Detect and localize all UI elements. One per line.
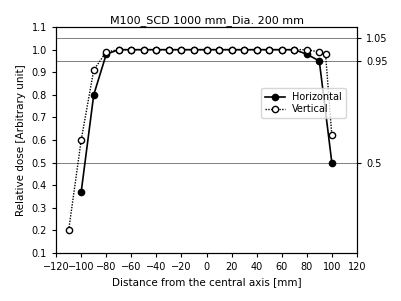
Vertical bbox=[217, 48, 221, 51]
Vertical bbox=[279, 48, 284, 51]
Horizontal bbox=[267, 48, 271, 51]
Horizontal bbox=[142, 48, 146, 51]
Horizontal bbox=[179, 48, 184, 51]
Vertical bbox=[304, 48, 309, 51]
Vertical bbox=[192, 48, 196, 51]
Vertical bbox=[242, 48, 247, 51]
Horizontal bbox=[254, 48, 259, 51]
Horizontal bbox=[242, 48, 247, 51]
Vertical bbox=[129, 48, 134, 51]
Horizontal bbox=[279, 48, 284, 51]
Horizontal bbox=[79, 190, 84, 194]
X-axis label: Distance from the central axis [mm]: Distance from the central axis [mm] bbox=[112, 278, 301, 287]
Vertical bbox=[267, 48, 271, 51]
Vertical bbox=[104, 50, 109, 54]
Line: Vertical: Vertical bbox=[65, 47, 335, 233]
Horizontal bbox=[317, 59, 322, 63]
Vertical bbox=[142, 48, 146, 51]
Horizontal bbox=[166, 48, 171, 51]
Horizontal bbox=[192, 48, 196, 51]
Vertical bbox=[317, 50, 322, 54]
Vertical bbox=[204, 48, 209, 51]
Horizontal bbox=[129, 48, 134, 51]
Horizontal bbox=[104, 52, 109, 56]
Title: M100_SCD 1000 mm_Dia. 200 mm: M100_SCD 1000 mm_Dia. 200 mm bbox=[109, 15, 304, 26]
Vertical bbox=[166, 48, 171, 51]
Vertical bbox=[292, 48, 297, 51]
Horizontal bbox=[304, 52, 309, 56]
Vertical bbox=[79, 138, 84, 142]
Vertical bbox=[254, 48, 259, 51]
Horizontal bbox=[329, 161, 334, 164]
Legend: Horizontal, Vertical: Horizontal, Vertical bbox=[261, 88, 346, 118]
Horizontal bbox=[229, 48, 234, 51]
Horizontal bbox=[204, 48, 209, 51]
Vertical bbox=[91, 68, 96, 72]
Vertical bbox=[116, 48, 121, 51]
Horizontal bbox=[217, 48, 221, 51]
Horizontal bbox=[116, 48, 121, 51]
Vertical bbox=[329, 134, 334, 137]
Line: Horizontal: Horizontal bbox=[78, 47, 335, 195]
Horizontal bbox=[154, 48, 159, 51]
Vertical bbox=[66, 228, 71, 232]
Vertical bbox=[229, 48, 234, 51]
Vertical bbox=[154, 48, 159, 51]
Vertical bbox=[323, 52, 328, 56]
Vertical bbox=[179, 48, 184, 51]
Y-axis label: Relative dose [Arbitrary unit]: Relative dose [Arbitrary unit] bbox=[16, 64, 26, 216]
Horizontal bbox=[91, 93, 96, 97]
Horizontal bbox=[292, 48, 297, 51]
